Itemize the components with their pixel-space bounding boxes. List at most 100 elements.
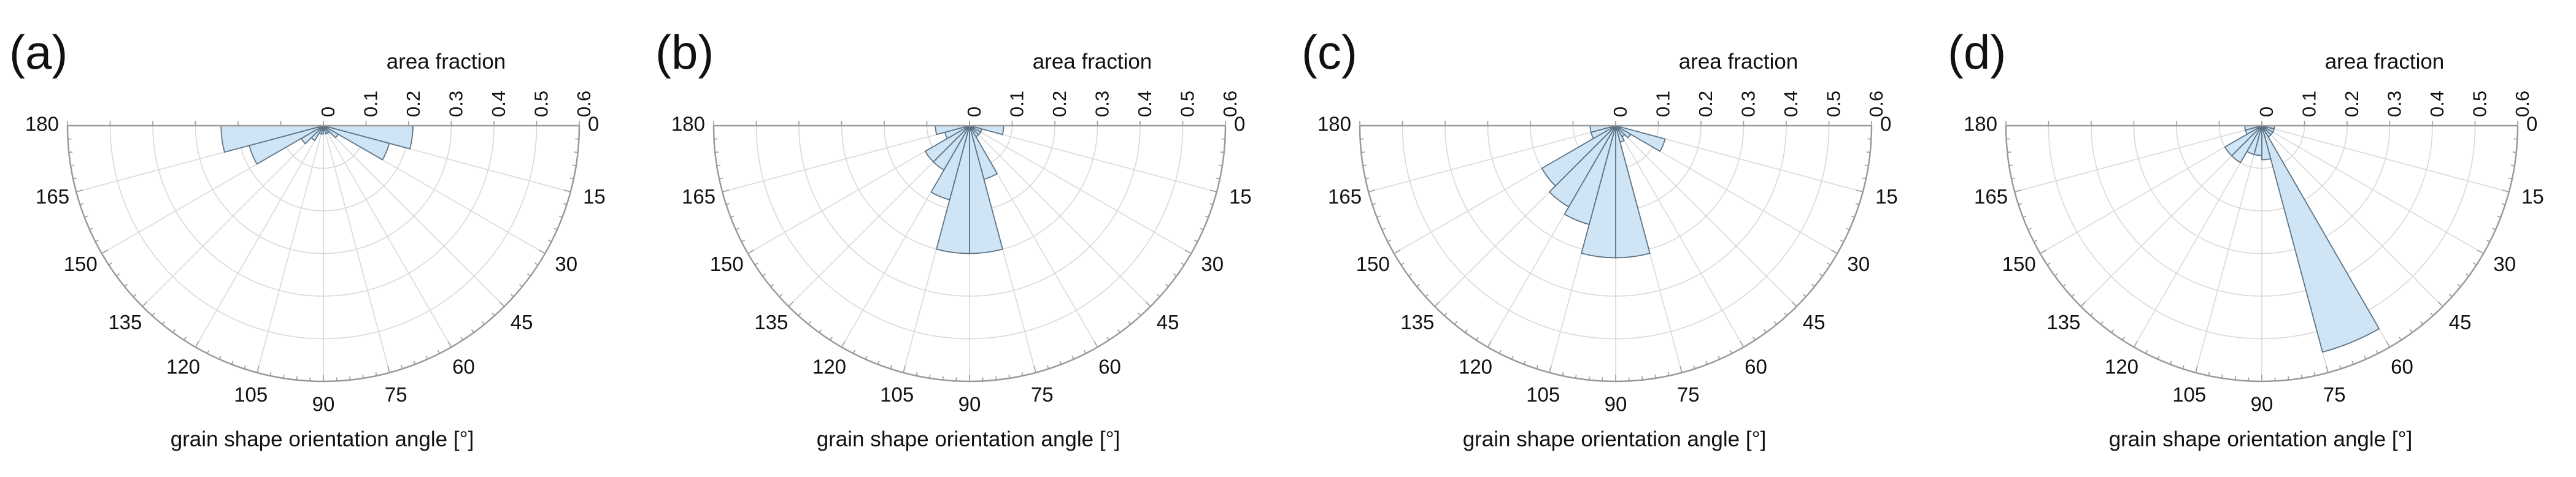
angular-tick-label: 165 <box>36 185 69 208</box>
histogram-wedge <box>1615 125 1666 152</box>
arc-tick <box>1387 239 1392 243</box>
radial-tick-label: 0.6 <box>573 91 595 117</box>
arc-tick <box>1372 203 1376 205</box>
arc-tick <box>1165 284 1169 288</box>
arc-tick <box>447 341 452 348</box>
arc-tick <box>2473 262 2477 265</box>
arc-tick <box>1784 312 1787 316</box>
angular-tick-label: 135 <box>754 311 788 334</box>
bars <box>924 125 1005 254</box>
arc-tick <box>437 349 441 354</box>
polar-grid <box>2005 125 2519 383</box>
arc-tick <box>2009 164 2013 167</box>
angular-tick-label: 120 <box>1459 355 1492 378</box>
angular-tick-label: 165 <box>1974 185 2008 208</box>
arc-tick <box>558 215 563 218</box>
angular-tick-label: 180 <box>1964 113 1997 135</box>
histogram-wedge <box>323 125 390 161</box>
arc-tick <box>471 329 474 333</box>
angular-tick-label: 60 <box>452 355 475 378</box>
grid-spoke <box>1368 125 1616 193</box>
grid-spoke <box>969 125 1217 193</box>
radial-tick-label: 0 <box>2256 107 2277 117</box>
arc-tick <box>754 262 758 265</box>
arc-tick <box>80 203 84 205</box>
arc-tick <box>1864 164 1868 167</box>
radial-tick-label: 0.2 <box>1695 91 1716 117</box>
arc-tick <box>152 312 155 316</box>
arc-tick <box>89 227 93 231</box>
angular-tick-label: 60 <box>1745 355 1767 378</box>
radial-tick-label: 0.5 <box>1177 91 1198 117</box>
radial-tick-label: 0.3 <box>1738 91 1759 117</box>
arc-tick <box>413 361 416 365</box>
grid-spoke <box>1615 125 1797 307</box>
polar-axes: 0 0.1 0.2 0.3 0.4 0.5 0.6015304560759010512013… <box>671 91 1252 416</box>
radial-tick-label: 0.1 <box>360 91 382 117</box>
angular-tick-label: 105 <box>234 383 268 406</box>
panel-a: 0 0.1 0.2 0.3 0.4 0.5 0.6015304560759010512013… <box>9 25 606 451</box>
arc-tick <box>2457 284 2461 288</box>
arc-tick <box>890 365 892 369</box>
angular-tick-label: 0 <box>1880 113 1891 135</box>
angular-tick-label: 105 <box>880 383 914 406</box>
arc-tick <box>2351 361 2354 365</box>
angular-tick-label: 75 <box>1677 383 1700 406</box>
arc-tick <box>1363 164 1367 167</box>
arc-tick <box>1083 349 1087 354</box>
arc-tick <box>1827 262 1831 265</box>
arc-tick <box>1740 341 1745 348</box>
panel-d: 0 0.1 0.2 0.3 0.4 0.5 0.6015304560759010512013… <box>1948 25 2544 451</box>
arc-tick <box>1641 376 1643 380</box>
arc-tick <box>762 273 766 277</box>
grid-spoke <box>142 125 324 307</box>
arc-tick <box>553 227 558 231</box>
arc-tick <box>1802 294 1807 297</box>
grid-spoke <box>2261 125 2484 254</box>
arc-tick <box>1071 356 1074 360</box>
arc-tick <box>995 376 997 380</box>
arc-tick <box>726 203 730 205</box>
histogram-wedge <box>930 125 970 200</box>
angular-tick-label: 180 <box>671 113 705 135</box>
arc-tick <box>2288 376 2289 380</box>
arc-tick <box>1498 349 1502 354</box>
arc-tick <box>2486 239 2490 243</box>
arc-tick <box>1846 227 1850 231</box>
grid-spoke <box>323 125 505 307</box>
arc-tick <box>1774 321 1778 325</box>
angular-axis-title: grain shape orientation angle [°] <box>171 427 474 451</box>
histogram-wedge <box>2224 125 2262 157</box>
angular-tick-label: 90 <box>2251 393 2273 416</box>
panel-label: (a) <box>9 25 67 79</box>
arc-tick <box>183 337 187 341</box>
arc-tick <box>1400 262 1405 265</box>
arc-tick <box>1205 215 1209 218</box>
radial-tick-label: 0 <box>1610 107 1631 117</box>
arc-tick <box>1408 273 1412 277</box>
grid-spoke <box>969 125 1151 307</box>
arc-tick <box>1376 215 1381 218</box>
arc-tick <box>2339 365 2342 369</box>
bars <box>220 125 414 165</box>
arc-tick <box>722 189 730 193</box>
radial-tick-label: 0.6 <box>1865 91 1887 117</box>
angular-tick-label: 165 <box>682 185 715 208</box>
arc-tick <box>1536 365 1538 369</box>
arc-tick <box>2510 164 2515 167</box>
polar-axes: 0 0.1 0.2 0.3 0.4 0.5 0.6015304560759010512013… <box>1964 91 2544 416</box>
arc-tick <box>1811 284 1815 288</box>
arc-tick <box>747 250 754 254</box>
angular-tick-label: 90 <box>1605 393 1627 416</box>
arc-tick <box>1819 273 1823 277</box>
arc-tick <box>1047 365 1049 369</box>
arc-tick <box>717 164 721 167</box>
angular-tick-label: 30 <box>1201 253 1224 275</box>
arc-tick <box>2071 294 2075 297</box>
arc-tick <box>715 151 719 153</box>
polar-grid <box>66 125 580 383</box>
arc-tick <box>1523 361 1526 365</box>
bars <box>2224 125 2380 353</box>
arc-tick <box>2182 365 2185 369</box>
radial-axis-title: area fraction <box>1033 50 1152 74</box>
